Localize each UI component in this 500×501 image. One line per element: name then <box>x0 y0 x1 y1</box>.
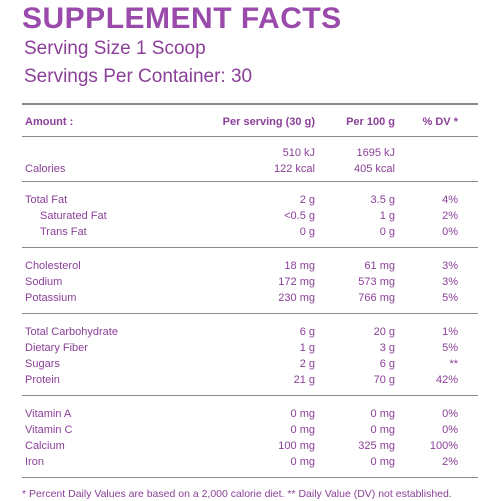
per-serving: 100 mg <box>278 440 315 452</box>
per-100g: 3.5 g <box>370 194 395 206</box>
row-label: Iron <box>25 456 44 468</box>
per-serving: 2 g <box>299 194 315 206</box>
row-label: Sodium <box>25 276 63 288</box>
divider <box>22 313 478 314</box>
daily-value: 2% <box>442 210 458 222</box>
divider <box>22 247 478 248</box>
row-label: Calories <box>25 163 66 175</box>
per-100g: 0 mg <box>370 408 395 420</box>
per-100g: 61 mg <box>364 260 395 272</box>
per-100g: 3 g <box>379 342 395 354</box>
daily-value: 5% <box>442 292 458 304</box>
divider <box>22 181 478 182</box>
servings-per-container: Servings Per Container: 30 <box>24 66 253 87</box>
per-100g: 0 g <box>379 226 395 238</box>
daily-value: 1% <box>442 326 458 338</box>
daily-value: 4% <box>442 194 458 206</box>
daily-value: 5% <box>442 342 458 354</box>
daily-value: 3% <box>442 276 458 288</box>
per-100g: 6 g <box>379 358 395 370</box>
row-label: Total Fat <box>25 194 68 206</box>
divider <box>22 395 478 396</box>
per-100g: 0 mg <box>370 456 395 468</box>
per-100g: 1 g <box>379 210 395 222</box>
daily-value: 0% <box>442 424 458 436</box>
per-serving: 510 kJ <box>282 147 315 159</box>
per-100g: 1695 kJ <box>356 147 395 159</box>
footnote: * Percent Daily Values are based on a 2,… <box>22 488 452 500</box>
daily-value: 2% <box>442 456 458 468</box>
row-label: Total Carbohydrate <box>25 326 118 338</box>
per-serving: 0 mg <box>290 408 315 420</box>
daily-value: 42% <box>435 374 458 386</box>
row-label: Cholesterol <box>25 260 81 272</box>
divider <box>22 136 478 137</box>
row-label: Vitamin C <box>25 424 73 436</box>
row-label: Potassium <box>25 292 77 304</box>
divider <box>22 477 478 478</box>
per-serving: 6 g <box>299 326 315 338</box>
per-serving: 230 mg <box>278 292 315 304</box>
row-label: Saturated Fat <box>40 210 107 222</box>
daily-value: ** <box>449 358 458 370</box>
per-serving: 2 g <box>299 358 315 370</box>
daily-value: 100% <box>429 440 458 452</box>
per-100g: 20 g <box>373 326 395 338</box>
daily-value: 0% <box>442 226 458 238</box>
per-serving: <0.5 g <box>284 210 315 222</box>
per-100g: 325 mg <box>358 440 395 452</box>
per-serving: 0 mg <box>290 456 315 468</box>
daily-value: 0% <box>442 408 458 420</box>
per-100g: 573 mg <box>358 276 395 288</box>
serving-size: Serving Size 1 Scoop <box>24 38 206 59</box>
per-100g: 405 kcal <box>354 163 395 175</box>
row-label: Trans Fat <box>40 226 87 238</box>
column-header: % DV * <box>422 116 458 128</box>
title: SUPPLEMENT FACTS <box>22 2 342 35</box>
per-100g: 0 mg <box>370 424 395 436</box>
daily-value: 3% <box>442 260 458 272</box>
per-serving: 0 g <box>299 226 315 238</box>
row-label: Vitamin A <box>25 408 72 420</box>
per-serving: 122 kcal <box>274 163 315 175</box>
per-serving: 21 g <box>293 374 315 386</box>
row-label: Sugars <box>25 358 60 370</box>
column-header: Per serving (30 g) <box>222 116 315 128</box>
column-header: Amount : <box>25 116 74 128</box>
column-header: Per 100 g <box>346 116 395 128</box>
divider <box>22 103 478 105</box>
per-100g: 766 mg <box>358 292 395 304</box>
per-serving: 0 mg <box>290 424 315 436</box>
per-serving: 18 mg <box>284 260 315 272</box>
row-label: Protein <box>25 374 60 386</box>
per-serving: 1 g <box>299 342 315 354</box>
row-label: Dietary Fiber <box>25 342 88 354</box>
per-serving: 172 mg <box>278 276 315 288</box>
per-100g: 70 g <box>373 374 395 386</box>
row-label: Calcium <box>25 440 65 452</box>
